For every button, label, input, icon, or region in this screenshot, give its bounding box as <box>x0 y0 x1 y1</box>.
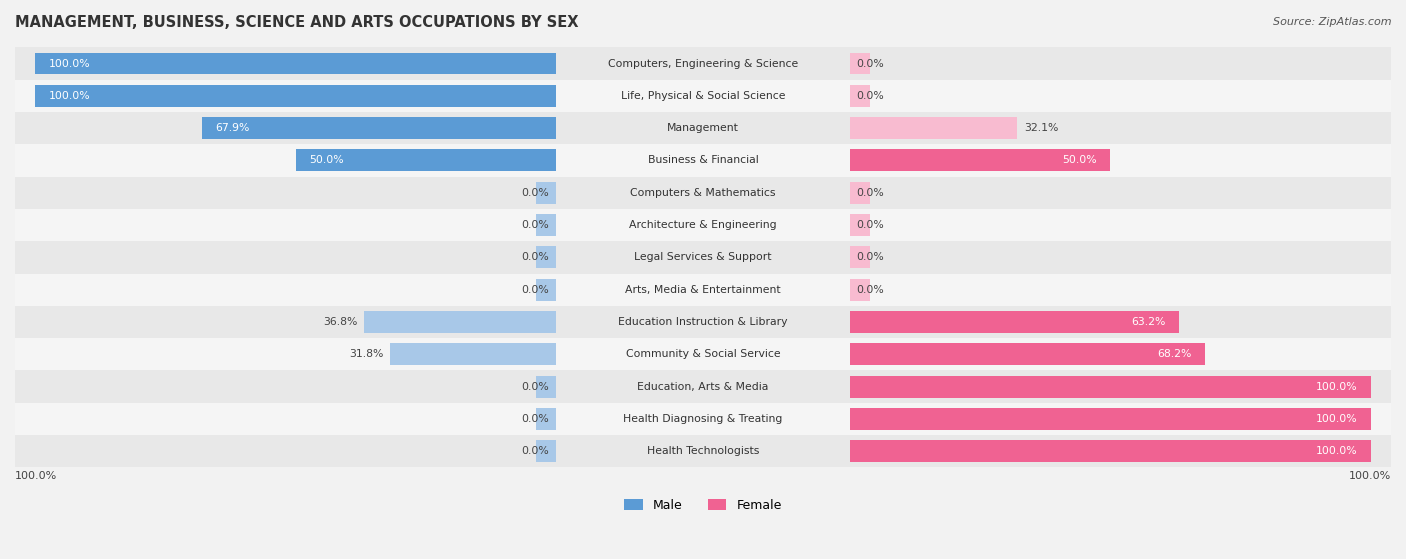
Text: 0.0%: 0.0% <box>856 188 884 198</box>
Bar <box>536 440 555 462</box>
Text: 0.0%: 0.0% <box>522 414 550 424</box>
Bar <box>202 117 555 139</box>
Text: Computers, Engineering & Science: Computers, Engineering & Science <box>607 59 799 69</box>
Text: Source: ZipAtlas.com: Source: ZipAtlas.com <box>1274 17 1392 27</box>
Text: 0.0%: 0.0% <box>856 91 884 101</box>
Text: Life, Physical & Social Science: Life, Physical & Social Science <box>621 91 785 101</box>
Text: Computers & Mathematics: Computers & Mathematics <box>630 188 776 198</box>
Text: 67.9%: 67.9% <box>215 123 250 133</box>
Bar <box>1 112 1405 144</box>
Bar <box>1 338 1405 371</box>
Text: 0.0%: 0.0% <box>856 220 884 230</box>
Bar <box>536 247 555 268</box>
Text: MANAGEMENT, BUSINESS, SCIENCE AND ARTS OCCUPATIONS BY SEX: MANAGEMENT, BUSINESS, SCIENCE AND ARTS O… <box>15 15 578 30</box>
Text: 0.0%: 0.0% <box>522 446 550 456</box>
Bar <box>851 343 1205 365</box>
Bar <box>851 311 1180 333</box>
Text: Health Diagnosing & Treating: Health Diagnosing & Treating <box>623 414 783 424</box>
Text: 0.0%: 0.0% <box>522 220 550 230</box>
Bar <box>1 306 1405 338</box>
Bar <box>1 177 1405 209</box>
Text: Management: Management <box>666 123 740 133</box>
Text: 100.0%: 100.0% <box>1316 446 1358 456</box>
Text: 100.0%: 100.0% <box>1348 471 1391 481</box>
Text: 100.0%: 100.0% <box>48 59 90 69</box>
Bar <box>536 214 555 236</box>
Text: 0.0%: 0.0% <box>522 188 550 198</box>
Bar <box>1 241 1405 273</box>
Text: Architecture & Engineering: Architecture & Engineering <box>630 220 776 230</box>
Text: 0.0%: 0.0% <box>856 252 884 262</box>
Bar <box>851 408 1371 430</box>
Bar <box>35 85 555 107</box>
Bar <box>1 144 1405 177</box>
Bar <box>851 182 870 203</box>
Bar <box>536 376 555 397</box>
Text: 31.8%: 31.8% <box>349 349 384 359</box>
Bar <box>851 53 870 74</box>
Bar <box>1 273 1405 306</box>
Text: Legal Services & Support: Legal Services & Support <box>634 252 772 262</box>
Text: Education, Arts & Media: Education, Arts & Media <box>637 382 769 392</box>
Bar <box>1 48 1405 80</box>
Bar <box>35 53 555 74</box>
Text: 100.0%: 100.0% <box>48 91 90 101</box>
Text: 100.0%: 100.0% <box>1316 382 1358 392</box>
Bar <box>851 247 870 268</box>
Text: 100.0%: 100.0% <box>15 471 58 481</box>
Bar <box>851 440 1371 462</box>
Bar <box>391 343 555 365</box>
Text: Community & Social Service: Community & Social Service <box>626 349 780 359</box>
Text: 0.0%: 0.0% <box>522 252 550 262</box>
Bar <box>295 149 555 172</box>
Text: 0.0%: 0.0% <box>522 285 550 295</box>
Text: 36.8%: 36.8% <box>323 317 357 327</box>
Bar <box>1 403 1405 435</box>
Text: 50.0%: 50.0% <box>1063 155 1097 165</box>
Bar <box>1 80 1405 112</box>
Text: Health Technologists: Health Technologists <box>647 446 759 456</box>
Text: 32.1%: 32.1% <box>1024 123 1059 133</box>
Text: 50.0%: 50.0% <box>309 155 343 165</box>
Bar <box>536 408 555 430</box>
Bar <box>1 371 1405 403</box>
Text: 100.0%: 100.0% <box>1316 414 1358 424</box>
Legend: Male, Female: Male, Female <box>619 494 787 517</box>
Text: Arts, Media & Entertainment: Arts, Media & Entertainment <box>626 285 780 295</box>
Text: Business & Financial: Business & Financial <box>648 155 758 165</box>
Bar <box>851 214 870 236</box>
Bar <box>536 279 555 301</box>
Bar <box>1 435 1405 467</box>
Bar <box>851 279 870 301</box>
Text: 0.0%: 0.0% <box>856 285 884 295</box>
Text: 68.2%: 68.2% <box>1157 349 1192 359</box>
Bar <box>851 376 1371 397</box>
Text: 63.2%: 63.2% <box>1132 317 1166 327</box>
Bar <box>851 85 870 107</box>
Bar <box>536 182 555 203</box>
Bar <box>851 117 1017 139</box>
Text: Education Instruction & Library: Education Instruction & Library <box>619 317 787 327</box>
Text: 0.0%: 0.0% <box>856 59 884 69</box>
Bar <box>364 311 555 333</box>
Bar <box>851 149 1111 172</box>
Bar <box>1 209 1405 241</box>
Text: 0.0%: 0.0% <box>522 382 550 392</box>
